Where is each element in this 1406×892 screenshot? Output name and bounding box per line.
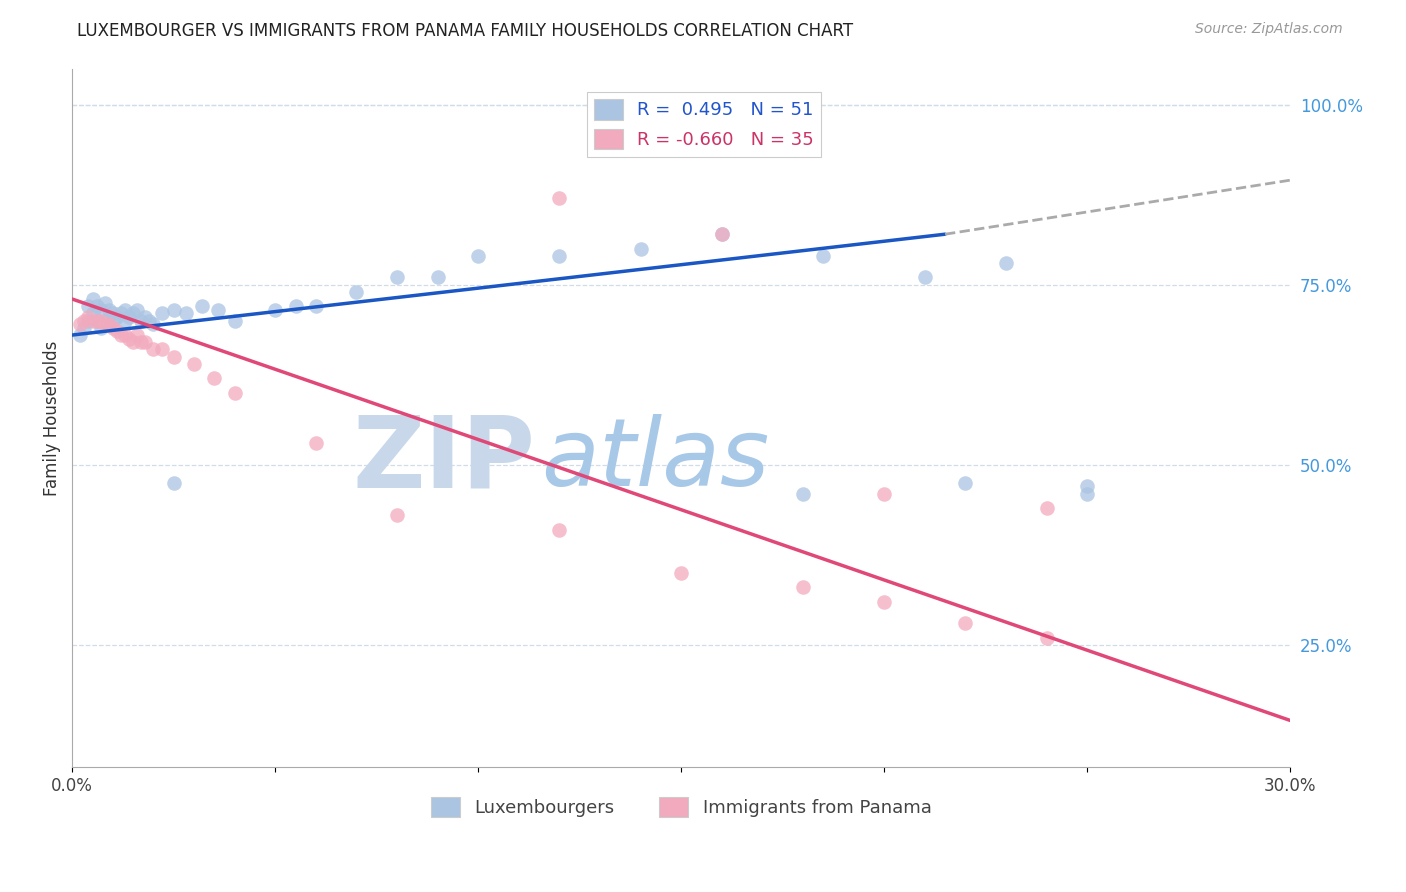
Point [134,335,156,350]
Point [69,328,91,343]
Point [548,191,571,205]
Point [305,299,328,313]
Point [873,594,896,608]
Point [813,249,835,263]
Point [77,310,100,324]
Point [77,313,100,327]
Point [1076,479,1098,493]
Point [207,302,229,317]
Text: ZIP: ZIP [352,411,536,508]
Point [82,292,104,306]
Point [873,486,896,500]
Point [548,523,571,537]
Point [110,328,132,343]
Point [202,371,225,385]
Point [792,486,814,500]
Point [669,566,692,580]
Point [97,302,120,317]
Point [73,321,96,335]
Legend: Luxembourgers, Immigrants from Panama: Luxembourgers, Immigrants from Panama [423,789,939,824]
Point [73,313,96,327]
Point [118,310,141,324]
Point [138,313,160,327]
Point [97,318,120,332]
Point [118,332,141,346]
Point [93,318,115,332]
Text: Source: ZipAtlas.com: Source: ZipAtlas.com [1195,22,1343,37]
Point [114,313,136,327]
Y-axis label: Family Households: Family Households [44,340,60,496]
Point [467,249,489,263]
Point [385,270,408,285]
Point [110,306,132,320]
Point [224,385,246,400]
Point [710,227,733,242]
Point [1076,486,1098,500]
Point [101,321,124,335]
Point [86,299,108,313]
Point [127,302,149,317]
Point [90,313,112,327]
Point [1035,631,1057,645]
Point [284,299,307,313]
Point [191,299,214,313]
Point [105,310,128,324]
Text: LUXEMBOURGER VS IMMIGRANTS FROM PANAMA FAMILY HOUSEHOLDS CORRELATION CHART: LUXEMBOURGER VS IMMIGRANTS FROM PANAMA F… [77,22,853,40]
Point [994,256,1017,270]
Point [134,310,156,324]
Point [150,343,173,357]
Point [630,242,652,256]
Point [914,270,936,285]
Point [82,306,104,320]
Point [122,335,145,350]
Point [129,335,152,350]
Text: atlas: atlas [541,414,769,505]
Point [93,313,115,327]
Point [69,318,91,332]
Point [122,306,145,320]
Point [174,306,197,320]
Point [1035,500,1057,515]
Point [142,318,165,332]
Point [105,325,128,339]
Point [224,313,246,327]
Point [183,357,205,371]
Point [114,328,136,343]
Point [114,302,136,317]
Point [142,343,165,357]
Point [163,475,186,490]
Point [129,313,152,327]
Point [163,350,186,364]
Point [101,313,124,327]
Point [163,302,186,317]
Point [548,249,571,263]
Point [77,299,100,313]
Point [86,313,108,327]
Point [90,321,112,335]
Point [385,508,408,523]
Point [792,580,814,594]
Point [101,306,124,320]
Point [955,616,977,631]
Point [710,227,733,242]
Point [93,295,115,310]
Point [264,302,287,317]
Point [90,302,112,317]
Point [150,306,173,320]
Point [305,436,328,450]
Point [86,313,108,327]
Point [344,285,367,299]
Point [82,313,104,327]
Point [127,328,149,343]
Point [97,318,120,332]
Point [426,270,449,285]
Point [955,475,977,490]
